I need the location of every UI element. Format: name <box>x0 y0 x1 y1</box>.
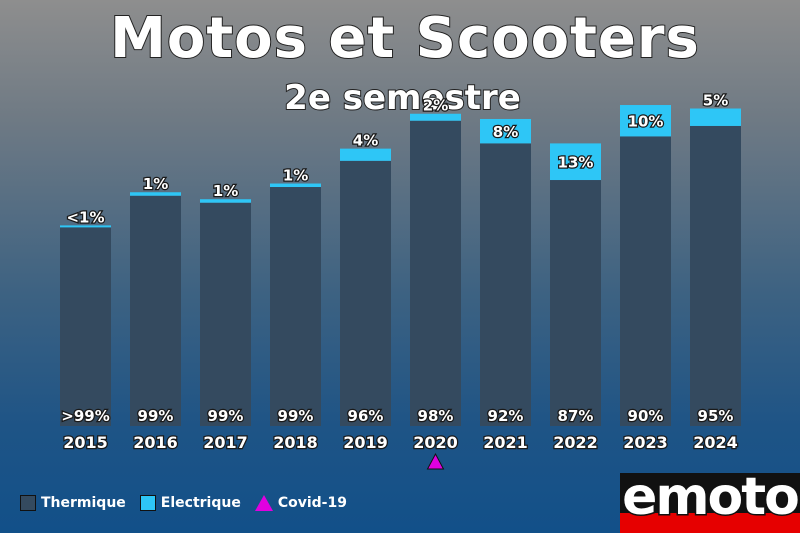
legend-swatch-electrique <box>139 495 156 511</box>
logo-wordmark: emoto <box>621 473 800 529</box>
label-thermique-2023: 90% <box>628 407 664 425</box>
label-electrique-2017: 1% <box>213 182 238 200</box>
tick-label-2019: 2019 <box>343 433 388 452</box>
tick-label-2018: 2018 <box>273 433 318 452</box>
legend-label-thermique: Thermique <box>41 495 126 511</box>
legend-label-electrique: Electrique <box>160 495 241 511</box>
label-electrique-2023: 10% <box>628 113 664 131</box>
legend-item-electrique: Electrique <box>139 495 241 511</box>
bar-electrique-2016 <box>130 192 181 196</box>
label-thermique-2020: 98% <box>418 407 454 425</box>
tick-label-2020: 2020 <box>413 433 458 452</box>
covid-marker-2020 <box>426 452 445 470</box>
legend-label-covid: Covid-19 <box>277 495 347 511</box>
bar-electrique-2015 <box>60 225 111 228</box>
label-thermique-2017: 99% <box>208 407 244 425</box>
bar-electrique-2018 <box>270 183 321 188</box>
bar-electrique-2019 <box>340 148 391 161</box>
label-electrique-2020: 2% <box>423 97 448 115</box>
bar-thermique-2018 <box>270 187 321 426</box>
bar-electrique-2021 <box>480 118 531 144</box>
bar-thermique-2017 <box>200 202 251 426</box>
label-electrique-2024: 5% <box>703 92 728 110</box>
tick-label-2021: 2021 <box>483 433 528 452</box>
label-electrique-2015: <1% <box>66 208 104 226</box>
logo-red-band <box>620 513 800 533</box>
label-thermique-2019: 96% <box>348 407 384 425</box>
label-electrique-2022: 13% <box>558 154 594 172</box>
label-thermique-2015: >99% <box>61 407 109 425</box>
chart-subtitle: 2e semestre <box>283 77 522 119</box>
chart-title: Motos et Scooters <box>109 5 700 72</box>
label-thermique-2024: 95% <box>698 407 734 425</box>
bar-electrique-2023 <box>620 105 671 137</box>
legend: Thermique Electrique Covid-19 <box>20 495 361 511</box>
label-electrique-2016: 1% <box>143 175 168 193</box>
logo-black-band <box>620 473 800 513</box>
tick-label-2015: 2015 <box>63 433 108 452</box>
bar-thermique-2019 <box>340 160 391 426</box>
tick-label-2023: 2023 <box>623 433 668 452</box>
bar-electrique-2024 <box>690 108 741 126</box>
bar-thermique-2020 <box>410 120 461 426</box>
label-thermique-2018: 99% <box>278 407 314 425</box>
bar-thermique-2024 <box>690 125 741 426</box>
tick-label-2017: 2017 <box>203 433 248 452</box>
legend-item-covid: Covid-19 <box>254 495 347 511</box>
bar-thermique-2023 <box>620 136 671 426</box>
bar-electrique-2020 <box>410 113 461 121</box>
tick-label-2024: 2024 <box>693 433 738 452</box>
tick-label-2016: 2016 <box>133 433 178 452</box>
label-thermique-2021: 92% <box>488 407 524 425</box>
label-thermique-2022: 87% <box>558 407 594 425</box>
bar-thermique-2022 <box>550 180 601 426</box>
label-electrique-2018: 1% <box>283 167 308 185</box>
legend-item-thermique: Thermique <box>20 495 126 511</box>
legend-swatch-thermique <box>20 495 36 511</box>
bar-thermique-2015 <box>60 227 111 426</box>
bar-thermique-2021 <box>480 143 531 426</box>
bar-electrique-2022 <box>550 143 601 181</box>
label-electrique-2021: 8% <box>493 123 518 141</box>
label-thermique-2016: 99% <box>138 407 174 425</box>
triangle-icon <box>254 495 273 511</box>
label-electrique-2019: 4% <box>353 132 378 150</box>
tick-label-2022: 2022 <box>553 433 598 452</box>
bar-thermique-2016 <box>130 195 181 426</box>
bar-electrique-2017 <box>200 199 251 203</box>
emoto-logo[interactable]: emoto <box>620 473 800 533</box>
